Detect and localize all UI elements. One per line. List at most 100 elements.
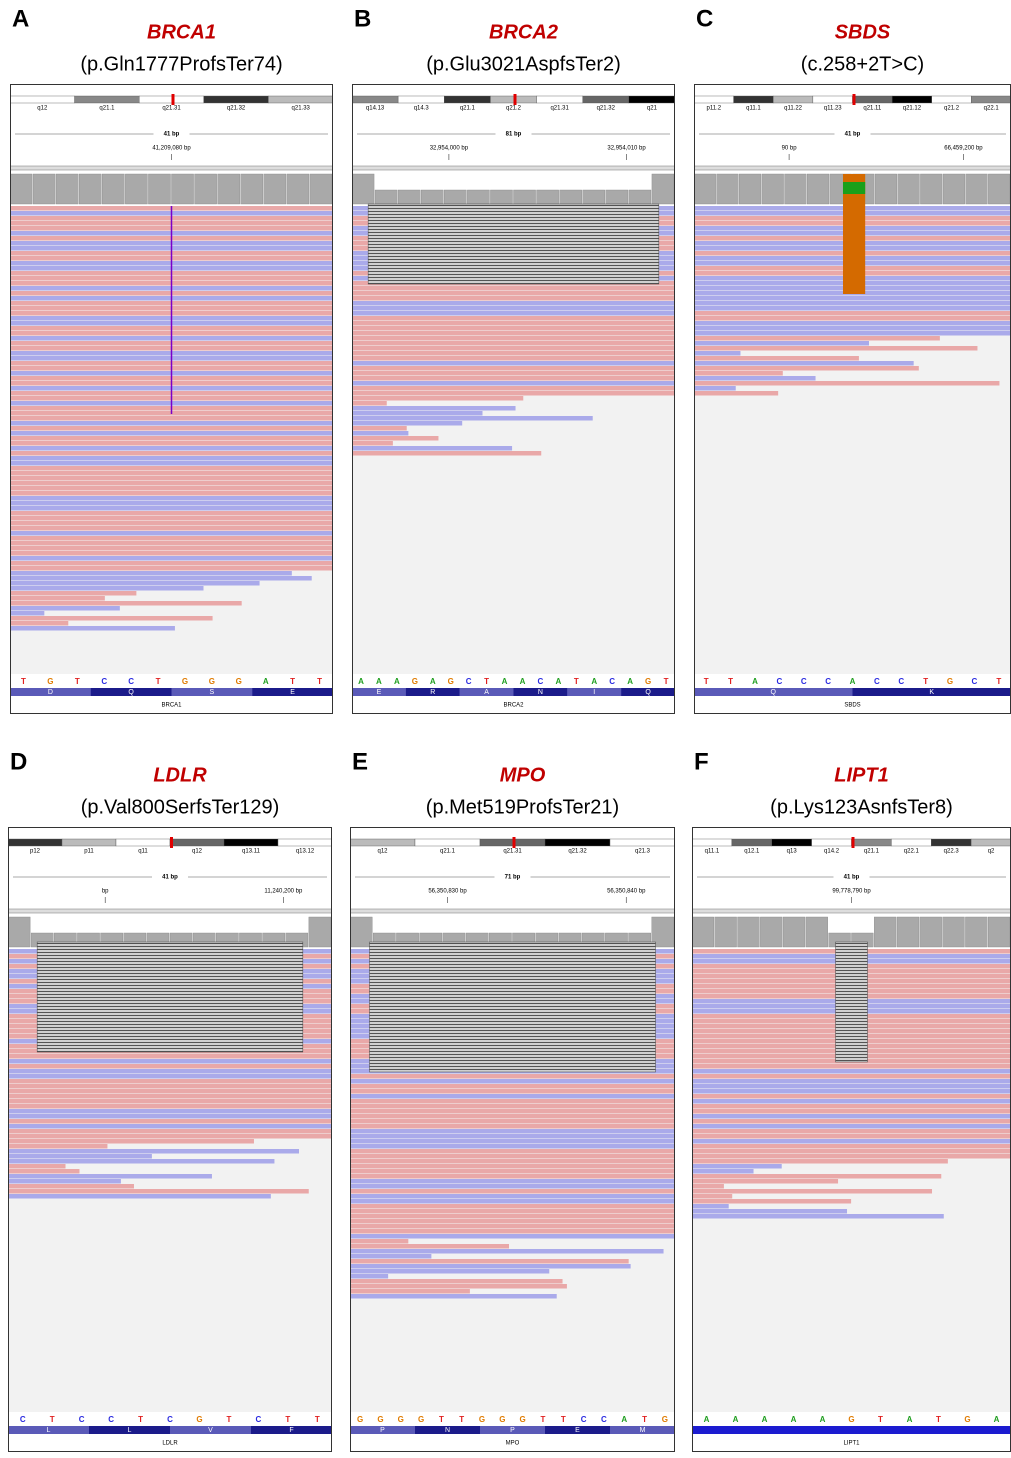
cytoband-label: q21.32: [227, 106, 246, 112]
read: [692, 1089, 1011, 1094]
read: [10, 451, 333, 456]
cytoband-label: p11: [84, 849, 94, 855]
panel-letter: D: [10, 748, 27, 775]
coverage: [898, 174, 920, 204]
read: [352, 291, 675, 296]
coverage: [583, 190, 605, 204]
ruler-width: 41 bp: [164, 132, 180, 138]
reference-base: C: [972, 677, 978, 686]
read: [692, 1124, 1011, 1129]
figure: ABRCA1(p.Gln1777ProfsTer74)q12q21.1q21.3…: [0, 0, 1011, 1453]
read: [350, 1134, 675, 1139]
coverage: [875, 174, 897, 204]
reference-base: A: [520, 677, 526, 686]
cytoband-label: q2: [988, 849, 995, 855]
cytoband: [734, 96, 774, 103]
reference-base: T: [459, 1415, 464, 1424]
read: [8, 1174, 212, 1179]
reference-base: G: [499, 1415, 505, 1424]
cytoband-label: q13.12: [296, 849, 315, 855]
amino-acid: N: [445, 1427, 450, 1434]
read: [10, 506, 333, 511]
cytoband-label: q21.2: [944, 106, 960, 112]
reference-base: A: [850, 677, 856, 686]
cytoband-label: q11.22: [784, 106, 803, 112]
reference-base: G: [209, 677, 215, 686]
read: [692, 1179, 838, 1184]
read: [352, 351, 675, 356]
read: [350, 1139, 675, 1144]
variant: (p.Lys123AsnfsTer8): [770, 796, 953, 818]
cytoband-label: q21.31: [162, 106, 181, 112]
amino-acid: S: [210, 689, 215, 696]
read: [10, 491, 333, 496]
reference-base: T: [923, 677, 928, 686]
reference-base: A: [907, 1415, 913, 1424]
cytoband: [545, 839, 610, 846]
gene-track: LDLR: [162, 1441, 178, 1447]
variant: (p.Val800SerfsTer129): [81, 796, 280, 818]
coverage: [514, 190, 536, 204]
variant: (p.Met519ProfsTer21): [426, 796, 619, 818]
read: [350, 1109, 675, 1114]
read: [10, 571, 292, 576]
read: [350, 1104, 675, 1109]
read: [352, 376, 675, 381]
read: [8, 1114, 332, 1119]
read: [8, 1159, 274, 1164]
read: [352, 421, 462, 426]
read: [350, 1149, 675, 1154]
reference-base: A: [376, 677, 382, 686]
read: [694, 316, 1011, 321]
read: [350, 1154, 675, 1159]
read: [8, 1079, 332, 1084]
read: [8, 1144, 107, 1149]
read: [694, 356, 859, 361]
read: [8, 1154, 152, 1159]
read: [10, 456, 333, 461]
reference-base: T: [439, 1415, 444, 1424]
read: [352, 321, 675, 326]
read: [8, 1134, 332, 1139]
coverage: [421, 190, 443, 204]
coordinate: bp: [102, 889, 109, 895]
read: [10, 436, 333, 441]
coverage: [537, 190, 559, 204]
cytoband: [398, 96, 444, 103]
coordinate: 32,954,010 bp: [607, 146, 646, 152]
coverage: [785, 174, 807, 204]
amino-acid: P: [380, 1427, 385, 1434]
separator: [694, 166, 1011, 170]
reference-base: T: [574, 677, 579, 686]
read: [10, 541, 333, 546]
reference-base: A: [704, 1415, 710, 1424]
reference-base: G: [412, 677, 418, 686]
read: [694, 361, 914, 366]
coverage: [739, 174, 761, 204]
coverage: [783, 917, 805, 947]
read: [694, 351, 740, 356]
read: [8, 1094, 332, 1099]
read: [352, 356, 675, 361]
reference-base: T: [290, 677, 295, 686]
amino-acid: E: [377, 689, 382, 696]
cytoband-label: q21.32: [568, 849, 587, 855]
cytoband-label: q14.2: [824, 849, 840, 855]
read: [10, 501, 333, 506]
reference-base: T: [75, 677, 80, 686]
cytoband-label: q11.1: [705, 849, 720, 855]
read: [350, 1094, 675, 1099]
coverage: [264, 174, 286, 204]
read: [10, 486, 333, 491]
reference-base: T: [561, 1415, 566, 1424]
read: [350, 1284, 567, 1289]
read: [350, 1239, 408, 1244]
coverage: [10, 174, 32, 204]
reference-base: G: [645, 677, 651, 686]
cytoband-label: q21.31: [503, 849, 522, 855]
variant: (c.258+2T>C): [801, 53, 924, 75]
deletion: [368, 204, 659, 284]
coverage: [125, 174, 147, 204]
